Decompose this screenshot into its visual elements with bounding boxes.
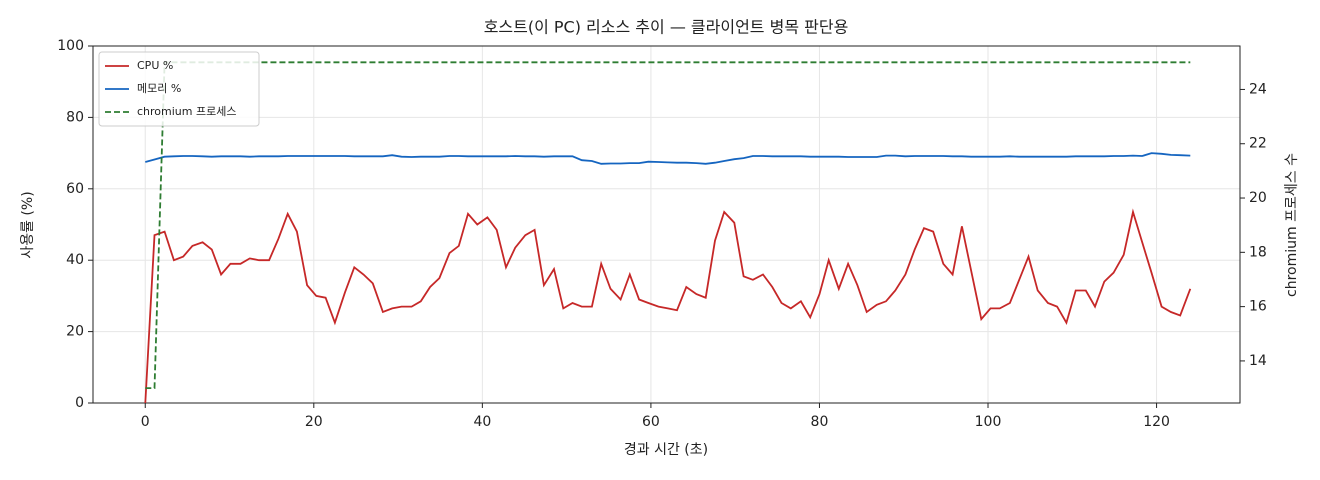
y-tick-label: 0 xyxy=(75,395,84,411)
y2-tick-label: 24 xyxy=(1249,81,1267,97)
x-axis-label: 경과 시간 (초) xyxy=(624,442,708,458)
plot-frame xyxy=(92,45,1241,404)
y2-tick-label: 20 xyxy=(1249,190,1267,206)
y2-tick-label: 16 xyxy=(1249,299,1267,315)
y-tick-label: 20 xyxy=(66,324,84,340)
y2-tick-label: 22 xyxy=(1249,136,1267,152)
y-tick-label: 40 xyxy=(66,252,84,268)
legend-label: CPU % xyxy=(137,59,173,72)
y-tick-label: 60 xyxy=(66,181,84,197)
y2-tick-label: 14 xyxy=(1249,353,1267,369)
x-tick-label: 120 xyxy=(1143,414,1170,430)
series-line xyxy=(144,208,1192,404)
x-tick-label: 20 xyxy=(305,414,323,430)
x-tick-label: 40 xyxy=(473,414,491,430)
x-tick-label: 0 xyxy=(141,414,150,430)
legend-label: chromium 프로세스 xyxy=(137,105,236,118)
x-tick-label: 100 xyxy=(975,414,1002,430)
series-line xyxy=(145,152,1191,165)
legend-box xyxy=(98,51,260,127)
x-tick-label: 80 xyxy=(811,414,829,430)
legend: CPU % 메모리 % chromium 프로세스 xyxy=(98,51,260,127)
y-tick-label: 100 xyxy=(57,38,84,54)
y-axis-label: 사용률 (%) xyxy=(20,191,36,258)
y-tick-label: 80 xyxy=(66,109,84,125)
legend-label: 메모리 % xyxy=(137,82,181,95)
x-tick-label: 60 xyxy=(642,414,660,430)
series-line xyxy=(145,61,1191,389)
y2-tick-label: 18 xyxy=(1249,244,1267,260)
y2-axis-label: chromium 프로세스 수 xyxy=(1284,153,1300,297)
chart-title: 호스트(이 PC) 리소스 추이 — 클라이언트 병목 판단용 xyxy=(484,18,849,37)
